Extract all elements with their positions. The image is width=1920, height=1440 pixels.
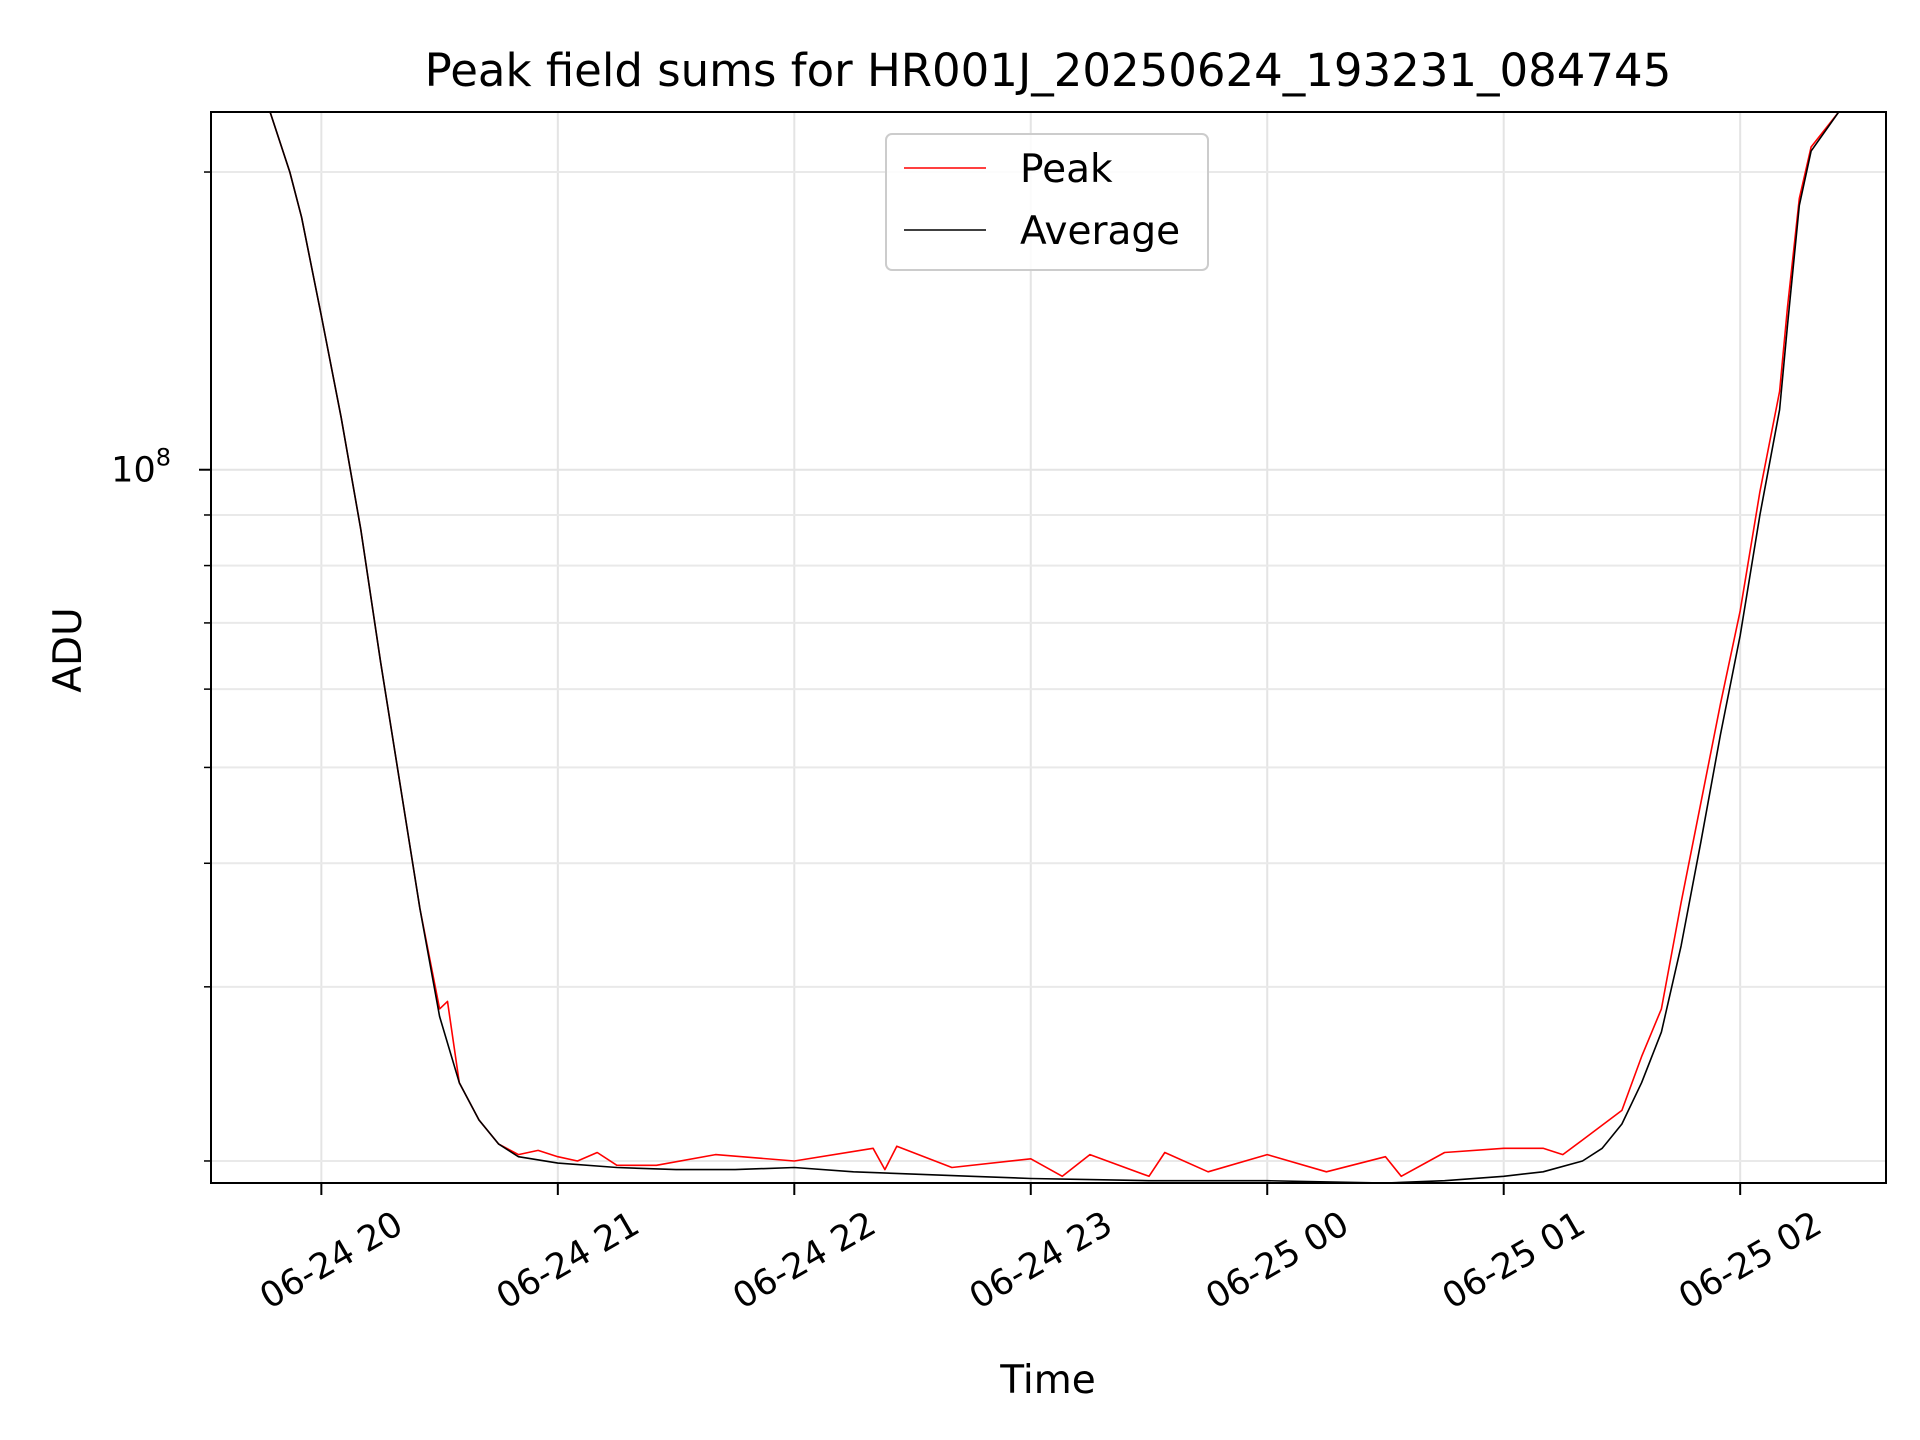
series-line-peak [211,112,1840,1178]
legend-label-average: Average [1020,209,1180,254]
x-axis-ticks: 06-24 20 06-24 21 06-24 22 06-24 23 06-25 00… [254,1183,1829,1317]
plot-frame [210,111,1887,1184]
x-tick-label: 06-25 01 [1436,1204,1592,1317]
grid-lines [211,112,1886,1183]
chart-title: Peak field sums for HR001J_20250624_1932… [425,44,1672,97]
x-tick-label: 06-24 23 [963,1204,1119,1317]
y-tick-label: 108 [111,444,171,491]
x-tick-label: 06-25 02 [1672,1204,1828,1317]
y-axis-ticks: 108 [111,171,211,1162]
x-tick-label: 06-24 21 [490,1204,646,1317]
y-axis-label: ADU [46,607,91,692]
series-layer [211,112,1840,1183]
x-axis-label: Time [999,1358,1095,1403]
legend-label-peak: Peak [1020,147,1113,192]
x-tick-label: 06-24 22 [727,1204,883,1317]
x-tick-label: 06-24 20 [254,1204,410,1317]
series-line-average [211,112,1840,1183]
x-tick-label: 06-25 00 [1199,1204,1355,1317]
legend: Peak Average [885,133,1209,271]
